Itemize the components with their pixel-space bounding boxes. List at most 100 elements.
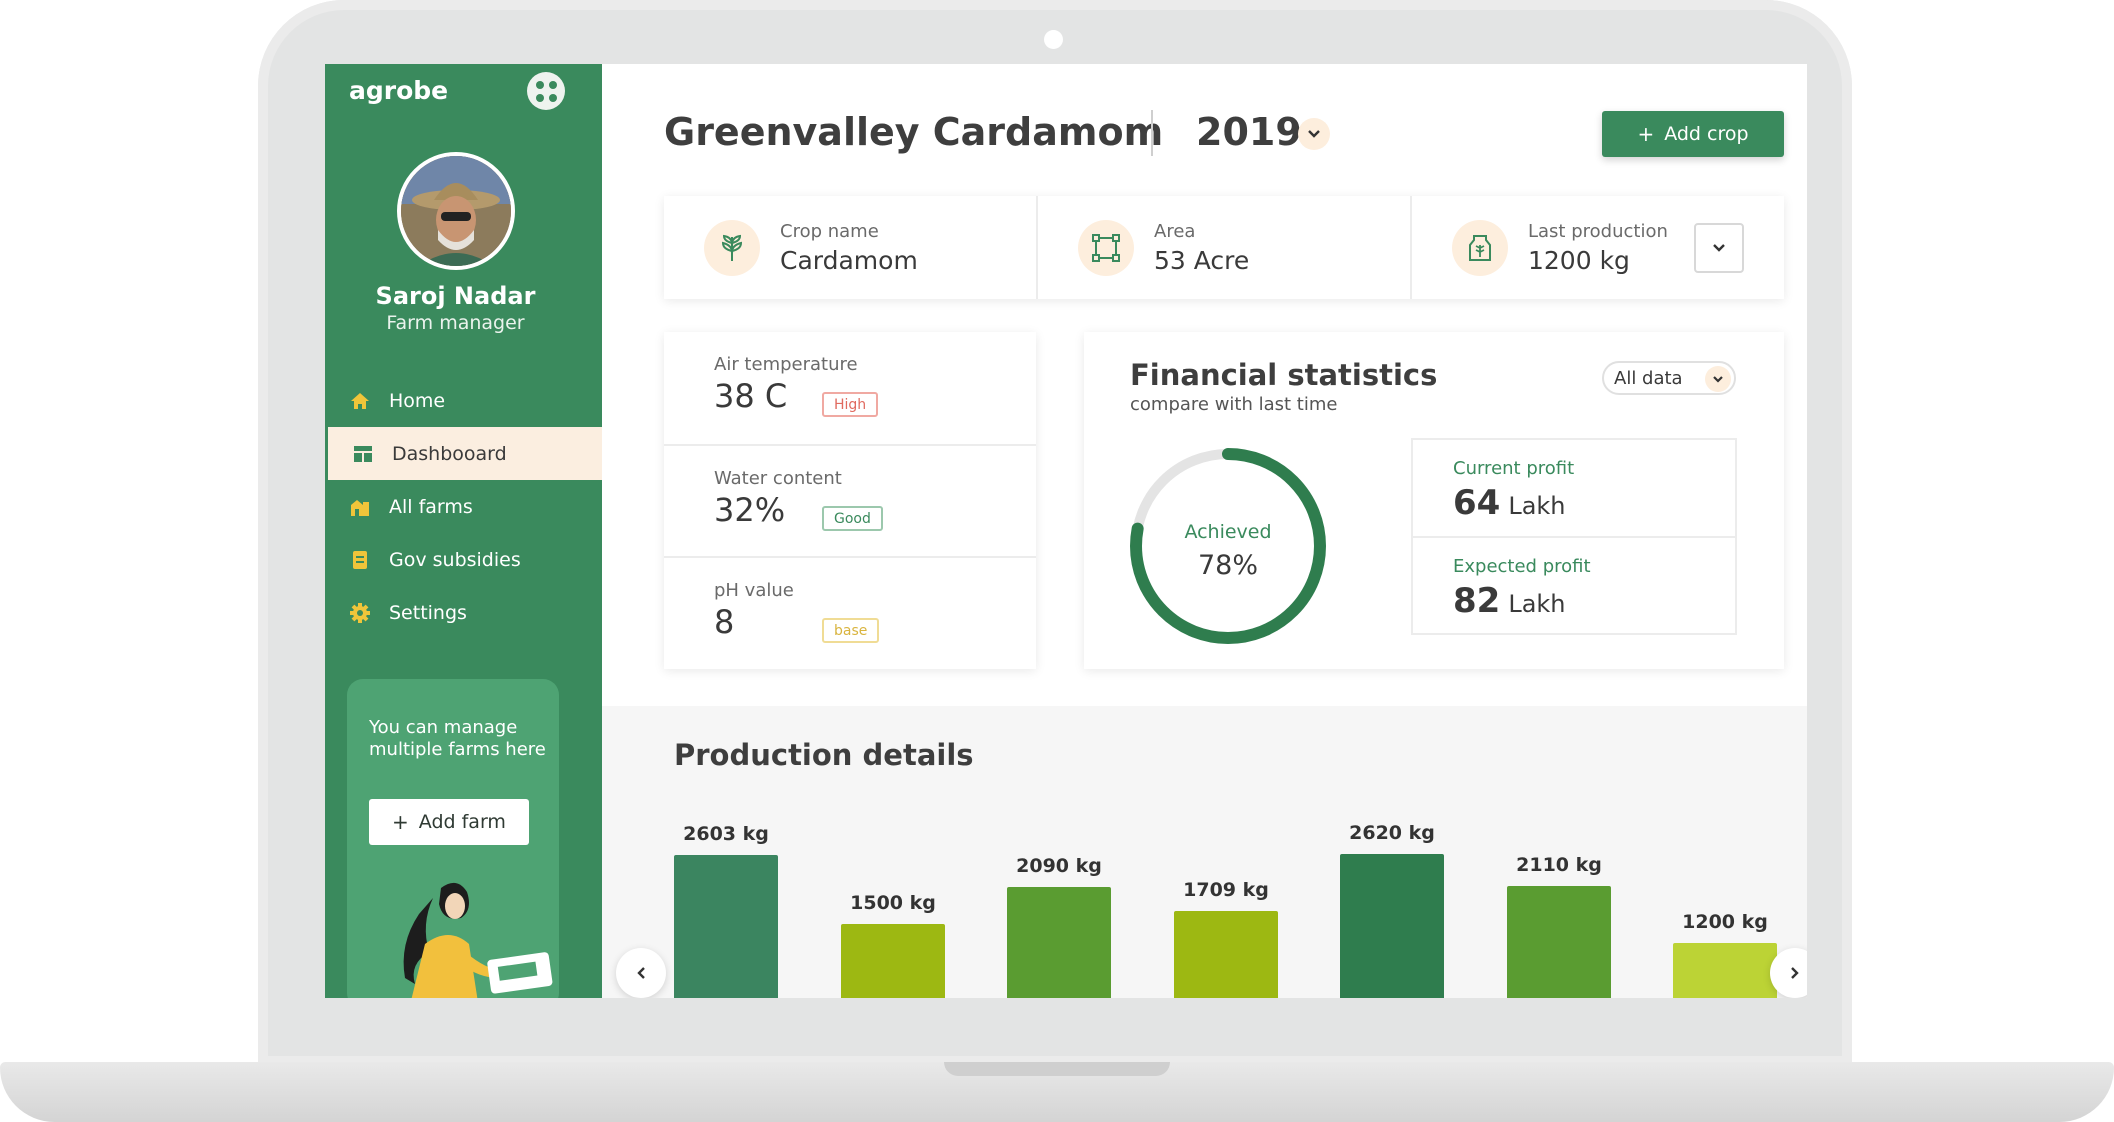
sidebar-item-label: Settings: [389, 601, 467, 624]
add-farm-label: Add farm: [418, 811, 506, 833]
production-bar[interactable]: [1007, 887, 1111, 998]
crop-name-value: Cardamom: [780, 245, 918, 275]
current-profit-label: Current profit: [1453, 458, 1575, 479]
sidebar-item-label: Gov subsidies: [389, 548, 521, 571]
financial-title: Financial statistics: [1130, 358, 1438, 392]
current-profit-value: 64: [1453, 483, 1501, 523]
apps-menu-button[interactable]: [527, 72, 565, 110]
env-label: Water content: [714, 468, 842, 489]
expected-profit-value: 82: [1453, 581, 1501, 621]
data-filter-value: All data: [1614, 367, 1683, 389]
chevron-down-icon: [1308, 130, 1320, 138]
production-bar-label: 1500 kg: [850, 892, 936, 914]
grain-sack-icon: [1452, 219, 1508, 276]
env-row-ph-value: pH value 8 base: [664, 556, 1036, 668]
sidebar-item-home[interactable]: Home: [325, 374, 602, 427]
plus-icon: +: [392, 810, 409, 834]
avatar[interactable]: [397, 152, 515, 270]
status-badge-high: High: [822, 392, 879, 417]
env-value: 32%: [714, 491, 786, 529]
year-selector-value[interactable]: 2019: [1196, 110, 1302, 154]
dot-icon: [548, 80, 557, 89]
plus-icon: +: [1637, 122, 1655, 146]
area-value: 53 Acre: [1154, 245, 1250, 275]
production-details-section: 2603 kg 1500 kg 2090 kg 1709 kg 2620 kg 2110 …: [602, 706, 1807, 998]
user-role: Farm manager: [386, 312, 525, 334]
production-bar-label: 1709 kg: [1183, 879, 1269, 901]
sidebar-item-all-farms[interactable]: All farms: [325, 480, 602, 533]
production-bar[interactable]: [1174, 911, 1278, 998]
production-bar-chart: 2603 kg 1500 kg 2090 kg 1709 kg 2620 kg 2110 …: [602, 706, 1807, 998]
chevron-right-icon: [1791, 967, 1799, 979]
production-bar[interactable]: [1673, 943, 1777, 998]
current-profit-unit: Lakh: [1508, 492, 1566, 520]
dot-icon: [535, 93, 544, 102]
info-dropdown-button[interactable]: [1694, 223, 1744, 273]
promo-text: You can manage multiple farms here: [369, 717, 546, 760]
financial-statistics-card: Financial statistics compare with last t…: [1084, 332, 1784, 669]
expected-profit-label: Expected profit: [1453, 556, 1591, 577]
production-bar-label: 2620 kg: [1349, 822, 1435, 844]
env-row-water-content: Water content 32% Good: [664, 444, 1036, 556]
farm-icon: [349, 496, 371, 518]
crop-info-strip: Crop name Cardamom Area 53 Acre Last p: [664, 196, 1784, 299]
financial-subtitle: compare with last time: [1130, 394, 1338, 415]
expected-profit-row: Expected profit 82 Lakh: [1413, 536, 1735, 632]
chevron-left-icon: [637, 967, 645, 979]
env-value: 38 C: [714, 377, 788, 415]
manage-farms-promo: You can manage multiple farms here + Add…: [347, 679, 559, 998]
achieved-donut-chart: Achieved 78%: [1126, 444, 1330, 648]
page-title: Greenvalley Cardamom: [664, 110, 1164, 154]
production-bar-label: 2603 kg: [683, 823, 769, 845]
add-farm-button[interactable]: + Add farm: [369, 799, 529, 845]
production-bar-label: 1200 kg: [1682, 911, 1768, 933]
laptop-camera: [1044, 30, 1063, 49]
avatar-photo: [401, 156, 511, 266]
document-icon: [349, 549, 371, 571]
production-bar[interactable]: [1340, 854, 1444, 998]
sidebar-item-label: All farms: [389, 495, 473, 518]
production-bar[interactable]: [674, 855, 778, 998]
laptop-base-notch: [944, 1062, 1170, 1076]
donut-progress-arc: [1130, 448, 1326, 644]
dashboard-icon: [352, 443, 374, 465]
data-filter-select[interactable]: All data: [1602, 361, 1736, 395]
production-bar-label: 2090 kg: [1016, 855, 1102, 877]
dot-icon: [535, 80, 544, 89]
environment-card: Air temperature 38 C High Water content …: [664, 332, 1036, 669]
area-icon: [1078, 219, 1134, 276]
achieved-label: Achieved: [1184, 521, 1271, 543]
last-production-cell: Last production 1200 kg: [1410, 196, 1784, 299]
farmer-illustration: [403, 882, 553, 998]
gear-icon: [349, 602, 371, 624]
sidebar-item-label: Home: [389, 389, 446, 412]
sidebar-item-dashboard[interactable]: Dashbooard: [328, 427, 602, 480]
expected-profit-unit: Lakh: [1508, 590, 1566, 618]
area-label: Area: [1154, 220, 1196, 242]
year-dropdown-button[interactable]: [1298, 118, 1330, 150]
production-bar[interactable]: [841, 924, 945, 998]
scroll-right-button[interactable]: [1770, 948, 1807, 998]
add-crop-button[interactable]: + Add crop: [1602, 111, 1784, 157]
status-badge-good: Good: [822, 506, 883, 531]
app-logo[interactable]: agrobe: [349, 76, 449, 105]
production-bar-label: 2110 kg: [1516, 854, 1602, 876]
sidebar-item-settings[interactable]: Settings: [325, 586, 602, 639]
title-divider: [1151, 110, 1153, 156]
crop-name-cell: Crop name Cardamom: [664, 196, 1036, 299]
env-row-air-temperature: Air temperature 38 C High: [664, 332, 1036, 444]
sidebar-item-label: Dashbooard: [392, 442, 507, 465]
home-icon: [349, 390, 371, 412]
crop-name-label: Crop name: [780, 220, 879, 242]
app-screen: agrobe Saroj Nadar Farm manager: [325, 64, 1807, 998]
production-bar[interactable]: [1507, 886, 1611, 998]
production-title: Production details: [674, 738, 974, 772]
sprout-icon: [704, 219, 760, 276]
env-label: Air temperature: [714, 354, 858, 375]
dot-icon: [548, 93, 557, 102]
env-label: pH value: [714, 580, 794, 601]
scroll-left-button[interactable]: [616, 948, 666, 998]
last-production-label: Last production: [1528, 220, 1668, 242]
sidebar-item-gov-subsidies[interactable]: Gov subsidies: [325, 533, 602, 586]
